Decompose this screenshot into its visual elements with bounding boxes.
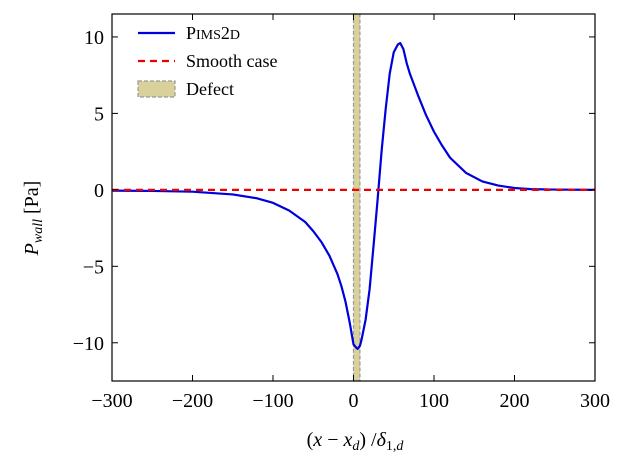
y-tick-label: −10 (73, 333, 104, 355)
legend-label-defect: Defect (186, 79, 234, 99)
series-line-0 (111, 41, 596, 350)
x-tick-label: −100 (252, 390, 293, 412)
defect-band (352, 13, 361, 382)
y-tick-label: −5 (83, 256, 104, 278)
y-tick-label: 0 (94, 180, 104, 202)
x-tick-label: 0 (349, 390, 359, 412)
y-tick-label: 10 (84, 27, 104, 49)
x-axis-label: (x − xd) /δ1,d (307, 429, 405, 454)
x-tick-label: 100 (419, 390, 449, 412)
legend-label-smooth: Smooth case (186, 51, 278, 71)
legend-label-pims2d: PIMS2D (186, 23, 240, 43)
y-axis-label: Pwall [Pa] (21, 181, 46, 257)
x-tick-label: −300 (91, 390, 132, 412)
x-tick-label: 300 (580, 390, 610, 412)
x-tick-label: −200 (172, 390, 213, 412)
x-tick-label: 200 (500, 390, 530, 412)
y-tick-label: 5 (94, 103, 104, 125)
legend-swatch-defect (137, 80, 176, 98)
legend: PIMS2D Smooth case Defect (137, 23, 278, 99)
